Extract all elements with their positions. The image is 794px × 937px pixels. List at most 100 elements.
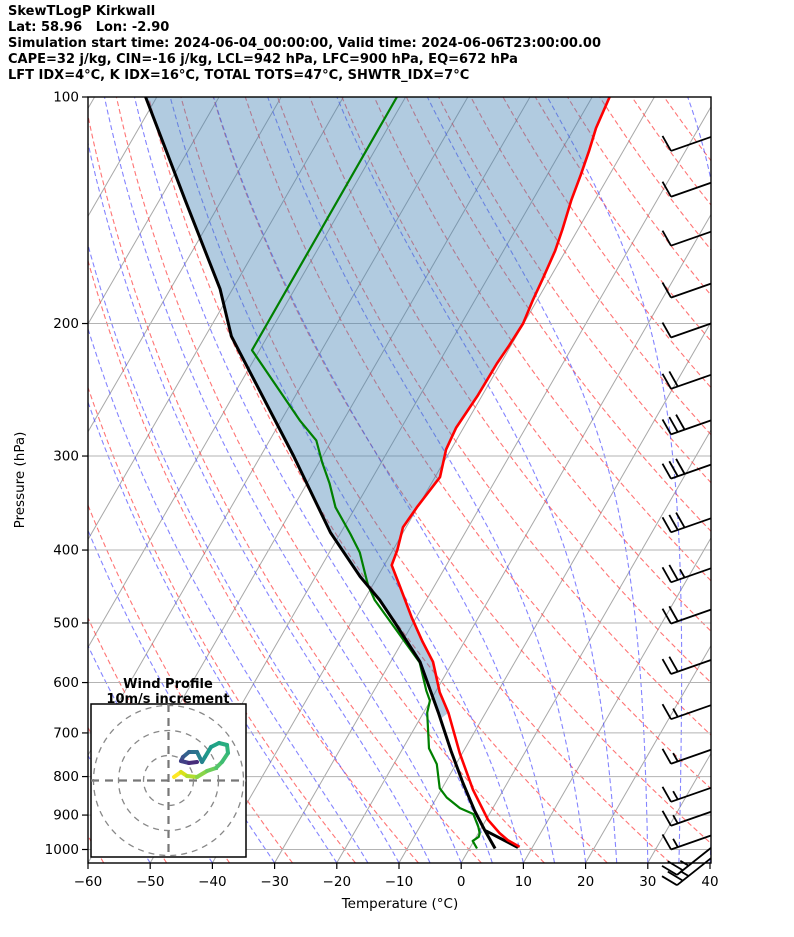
moist-adiabat-line bbox=[103, 97, 462, 863]
wind-barb bbox=[661, 414, 712, 436]
y-tick-label: 600 bbox=[53, 675, 79, 691]
y-tick-label: 500 bbox=[53, 615, 79, 631]
isotherm-line bbox=[460, 429, 711, 863]
title-line-5: LFT IDX=4°C, K IDX=16°C, TOTAL TOTS=47°C… bbox=[8, 68, 470, 83]
isotherm-line bbox=[274, 105, 711, 863]
isotherm-line bbox=[336, 213, 711, 863]
wind-barb bbox=[661, 282, 712, 299]
wind-barb bbox=[661, 181, 712, 198]
dry-adiabat-line bbox=[88, 258, 419, 863]
x-tick-label: 10 bbox=[515, 874, 532, 890]
y-tick-label: 700 bbox=[53, 725, 79, 741]
moist-adiabat-line bbox=[133, 97, 493, 863]
y-tick-label: 400 bbox=[53, 543, 79, 559]
dry-adiabat-line bbox=[438, 97, 711, 484]
isotherm-line bbox=[709, 860, 711, 863]
figure-title-block: SkewTLogP Kirkwall Lat: 58.96 Lon: -2.90… bbox=[8, 4, 601, 84]
dry-adiabat-line bbox=[373, 97, 711, 582]
dry-adiabat-line bbox=[212, 97, 711, 845]
wind-barb bbox=[661, 748, 712, 765]
moist-adiabat-line bbox=[213, 97, 556, 863]
dry-adiabat-line bbox=[88, 385, 356, 863]
wind-barb bbox=[661, 703, 712, 721]
x-tick-label: 30 bbox=[639, 874, 656, 890]
dry-adiabat-line bbox=[534, 97, 711, 342]
isotherm-line bbox=[88, 97, 407, 649]
moist-adiabat-line bbox=[336, 97, 618, 863]
wind-barb bbox=[661, 834, 712, 851]
wind-barb bbox=[661, 786, 712, 803]
y-tick-label: 900 bbox=[53, 808, 79, 824]
moist-adiabat-line bbox=[88, 400, 338, 863]
x-tick-label: −60 bbox=[74, 874, 103, 890]
moist-adiabat-line bbox=[169, 97, 524, 863]
dry-adiabat-line bbox=[470, 97, 711, 436]
dry-adiabat-line bbox=[631, 97, 711, 206]
isotherm-line bbox=[522, 536, 711, 863]
moist-adiabat-line bbox=[426, 97, 649, 863]
x-tick-label: −20 bbox=[323, 874, 352, 890]
isotherm-line bbox=[88, 97, 282, 433]
dry-adiabat-line bbox=[244, 97, 711, 790]
dry-adiabat-line bbox=[148, 97, 608, 863]
dry-adiabat-line bbox=[180, 97, 671, 863]
isotherm-line bbox=[398, 321, 711, 863]
x-tick-label: 0 bbox=[457, 874, 466, 890]
dry-adiabat-line bbox=[276, 97, 711, 736]
background-lines bbox=[88, 97, 711, 863]
moist-adiabat-line bbox=[88, 242, 400, 863]
hodograph-inset bbox=[90, 703, 247, 858]
dry-adiabat-line bbox=[663, 97, 711, 162]
hodograph-title-line2: 10m/s increment bbox=[106, 692, 229, 707]
title-line-1: SkewTLogP Kirkwall bbox=[8, 4, 156, 19]
dry-adiabat-line bbox=[405, 97, 711, 533]
wind-barb bbox=[661, 847, 712, 876]
x-tick-label: −40 bbox=[198, 874, 227, 890]
hodograph-ring bbox=[92, 704, 245, 857]
shaded-area bbox=[145, 97, 610, 720]
isotherm-line bbox=[211, 97, 655, 863]
hodograph-ring bbox=[117, 729, 220, 832]
y-tick-label: 1000 bbox=[45, 842, 79, 858]
temperature-curve bbox=[390, 97, 611, 849]
parcel-path-curve bbox=[144, 97, 497, 850]
wind-barb bbox=[661, 857, 712, 886]
dewpoint-curve bbox=[250, 97, 481, 850]
isotherm-line bbox=[647, 752, 711, 863]
hodograph-ring bbox=[142, 754, 195, 807]
cape-shaded-region bbox=[145, 97, 610, 720]
parcel-surface-leg-curve bbox=[484, 829, 519, 849]
wind-barb bbox=[661, 810, 712, 827]
wind-barb bbox=[661, 656, 712, 675]
moist-adiabat-line bbox=[267, 97, 587, 863]
x-tick-label: −10 bbox=[385, 874, 414, 890]
wind-barb bbox=[661, 230, 712, 247]
isotherm-line bbox=[88, 97, 344, 541]
x-tick-label: 40 bbox=[701, 874, 718, 890]
y-axis-label: Pressure (hPa) bbox=[12, 432, 28, 529]
y-tick-label: 800 bbox=[53, 769, 79, 785]
dry-adiabat-line bbox=[115, 97, 545, 863]
wind-barb bbox=[661, 322, 712, 339]
wind-barb bbox=[661, 458, 712, 480]
wind-barb bbox=[661, 564, 712, 584]
wind-barb bbox=[661, 512, 712, 534]
title-line-3: Simulation start time: 2024-06-04_00:00:… bbox=[8, 36, 601, 51]
profile-curves bbox=[144, 97, 611, 850]
x-axis-label: Temperature (°C) bbox=[341, 896, 459, 912]
moist-adiabat-line bbox=[88, 327, 369, 863]
y-tick-label: 300 bbox=[53, 449, 79, 465]
moist-adiabat-line bbox=[88, 140, 431, 863]
title-line-4: CAPE=32 j/kg, CIN=-16 j/kg, LCL=942 hPa,… bbox=[8, 52, 518, 67]
wind-barb bbox=[661, 605, 712, 625]
isotherm-line bbox=[585, 644, 711, 863]
x-tick-label: −50 bbox=[136, 874, 165, 890]
y-tick-label: 200 bbox=[53, 316, 79, 332]
hodograph-trail-segment bbox=[187, 760, 199, 765]
dry-adiabat-line bbox=[599, 97, 711, 251]
x-tick-label: −30 bbox=[260, 874, 289, 890]
wind-barbs bbox=[661, 135, 712, 886]
wind-barb bbox=[661, 371, 712, 390]
